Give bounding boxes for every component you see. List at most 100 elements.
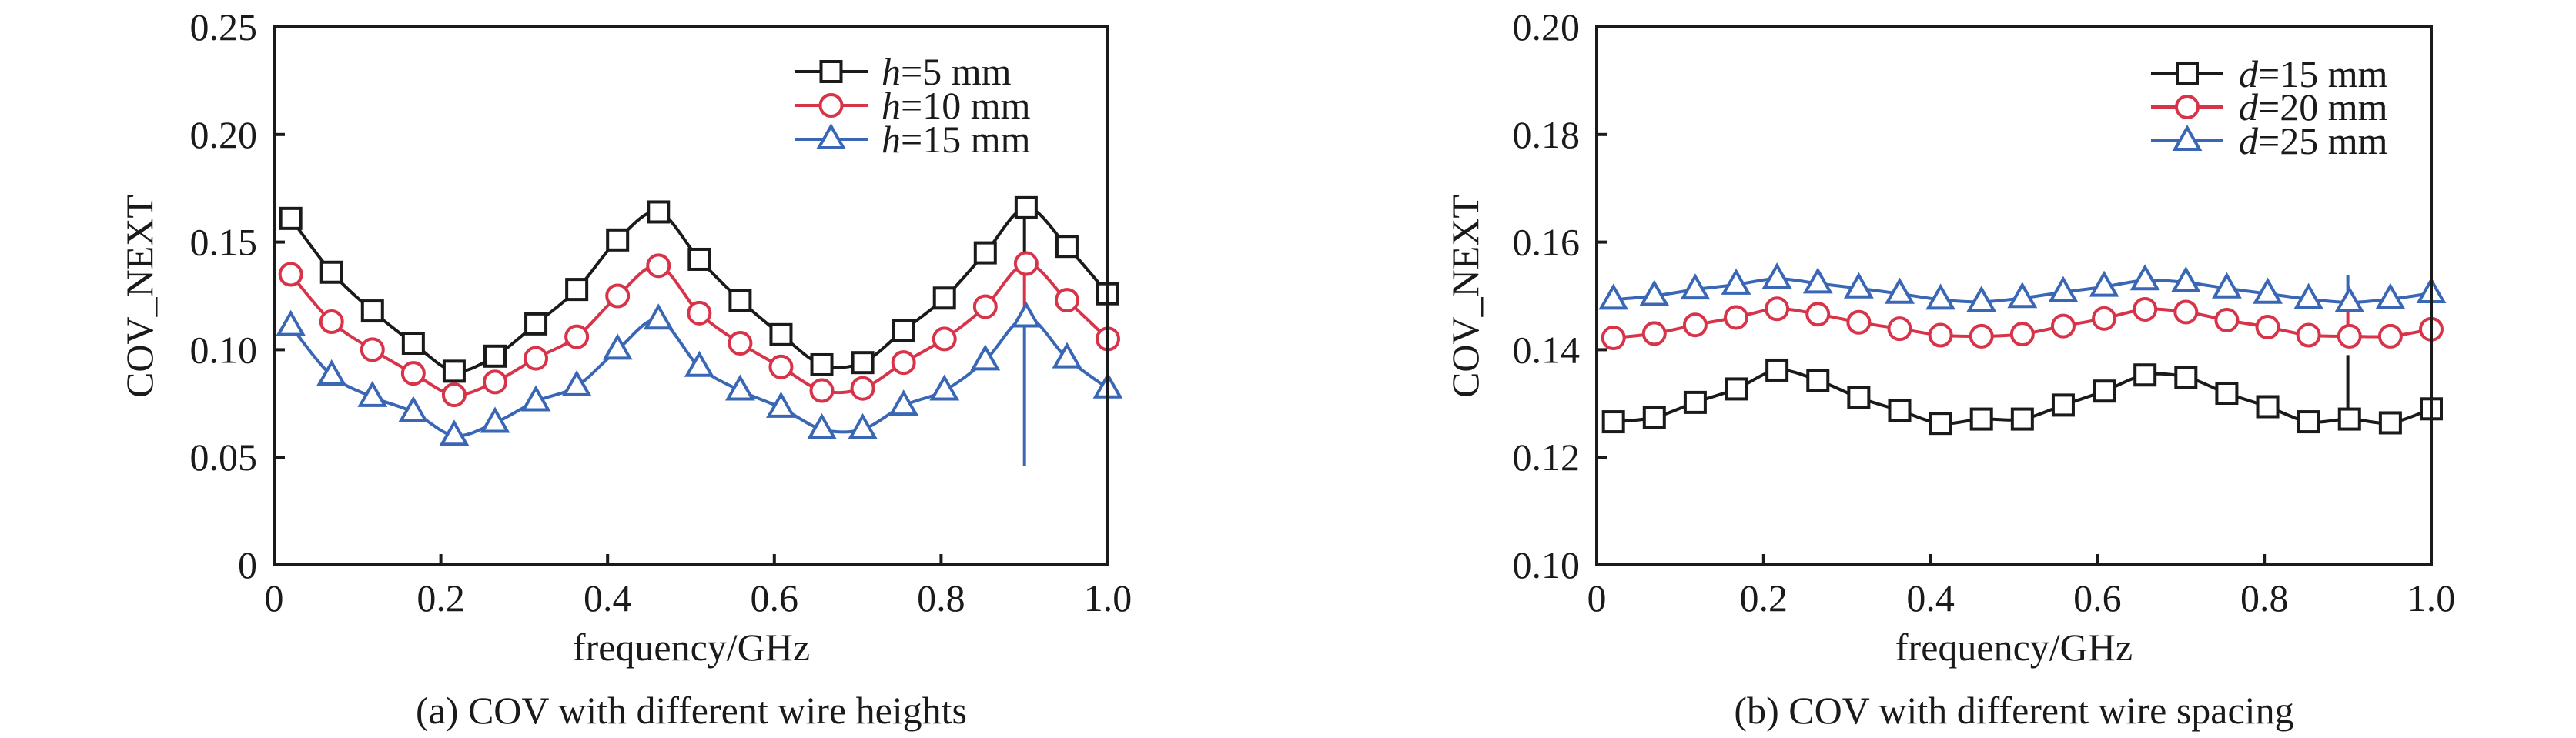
data-point [2051,393,2075,417]
legend-label: h=5 mm [882,50,1012,93]
data-point [360,299,384,323]
data-point [602,333,633,360]
data-point [2007,282,2038,309]
data-point [561,369,592,396]
legend-marker-square-icon [2176,62,2199,85]
legend-value: =15 mm [901,118,1031,161]
series-layer [1598,262,2447,436]
data-point [1969,407,1993,431]
data-point [888,389,919,416]
y-tick-label: 0.05 [190,436,258,479]
data-point [2337,323,2362,349]
legend-label: h=10 mm [882,84,1031,127]
data-point [2255,315,2280,340]
data-point [319,309,344,335]
data-point [441,382,467,408]
data-point [2297,410,2320,434]
x-axis-label: frequency/GHz [1895,626,2133,669]
data-point [724,374,755,401]
legend-marker-circle-icon [2175,95,2200,119]
x-tick-label: 0.6 [751,576,799,619]
data-point [2337,407,2361,431]
data-point [809,378,835,403]
legend-variable: h [882,118,901,161]
data-point [483,344,507,368]
legend-variable: h [882,84,901,127]
data-point [1054,288,1079,313]
x-tick-label: 1.0 [2407,576,2456,619]
ticks: 0 0.2 0.4 0.6 0.8 1.0 0 0.05 0.10 0.15 0.20 0.25 [190,5,1132,619]
data-point [400,361,426,386]
x-tick-label: 0.4 [1906,576,1955,619]
data-point [2375,282,2406,309]
data-point [2170,265,2201,293]
data-point [1843,272,1874,299]
data-point [1721,268,1751,295]
data-point [972,294,998,319]
data-point [1601,326,1626,351]
data-point [1928,322,1953,348]
data-point [524,312,548,336]
y-axis-label: COV_NEXT [1444,195,1487,398]
data-point [1805,302,1831,327]
data-point [684,350,714,377]
legend-marker-square-icon [819,60,843,83]
ticks: 0 0.2 0.4 0.6 0.8 1.0 0.10 0.12 0.14 0.16 0.18 0.20 [1513,5,2456,619]
x-tick-label: 0.8 [917,576,965,619]
data-point [1969,323,1994,349]
data-point [398,396,429,422]
data-point [932,286,956,310]
x-tick-label: 1.0 [1084,576,1132,619]
data-point [766,391,796,418]
plot-frame [273,25,1109,566]
x-tick-label: 0 [265,576,284,619]
y-tick-label: 0.18 [1513,113,1581,156]
data-point [932,326,957,352]
data-point [1598,283,1629,310]
data-point [565,278,589,302]
data-point [768,354,794,379]
data-point [2050,313,2076,339]
series-layer [276,195,1123,466]
y-tick-label: 0.20 [1513,5,1581,48]
data-point [891,350,916,376]
data-point [807,412,837,439]
data-point [769,322,793,346]
legend-variable: h [882,50,901,93]
markers-square [1601,358,2443,436]
data-point [687,247,711,271]
markers-circle [1601,296,2444,351]
data-point [1887,316,1912,342]
x-tick-label: 0.2 [417,576,465,619]
legend-label: d=25 mm [2239,119,2388,162]
y-tick-label: 0.12 [1513,436,1581,479]
y-tick-label: 0.16 [1513,221,1581,264]
data-point [2377,323,2403,349]
chart-panel-a: 0 0.2 0.4 0.6 0.8 1.0 0 0.05 0.10 0.15 0.20 0.25 h=… [118,5,1132,732]
x-axis-label: frequency/GHz [573,626,810,669]
data-point [810,352,834,376]
data-point [2214,307,2240,332]
y-tick-label: 0 [238,543,257,586]
legend-value: =15 mm [2258,52,2388,95]
data-point [1055,235,1079,259]
legend-value: =10 mm [901,84,1031,127]
data-point [482,369,507,395]
data-point [316,359,347,386]
data-point [605,283,631,309]
legend-label: d=15 mm [2239,52,2388,95]
legend-label: h=15 mm [882,118,1031,161]
x-tick-label: 0.2 [1740,576,1788,619]
data-point [970,344,1001,371]
data-point [606,228,630,252]
legend-item: h=15 mm [795,118,1031,161]
legend-value: =5 mm [901,50,1012,93]
data-point [2215,382,2239,406]
data-point [1802,267,1833,294]
legend-item: d=25 mm [2151,119,2388,162]
data-point [687,300,712,326]
y-tick-label: 0.20 [190,113,258,156]
x-tick-label: 0.6 [2073,576,2122,619]
data-point [1765,358,1789,382]
